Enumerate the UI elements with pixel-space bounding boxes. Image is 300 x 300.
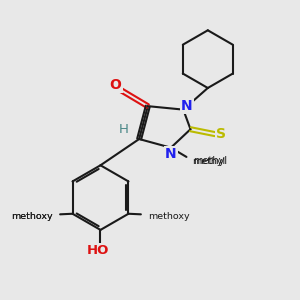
Text: methyl: methyl	[192, 157, 225, 166]
Text: H: H	[119, 123, 129, 136]
Text: methyl: methyl	[193, 156, 227, 166]
Text: HO: HO	[87, 244, 110, 256]
Text: S: S	[216, 127, 226, 141]
Text: methoxy: methoxy	[12, 212, 53, 221]
Text: methoxy: methoxy	[148, 212, 189, 221]
Text: O: O	[110, 78, 122, 92]
Text: N: N	[165, 147, 177, 161]
Text: N: N	[181, 99, 193, 113]
Text: methoxy: methoxy	[11, 212, 52, 221]
